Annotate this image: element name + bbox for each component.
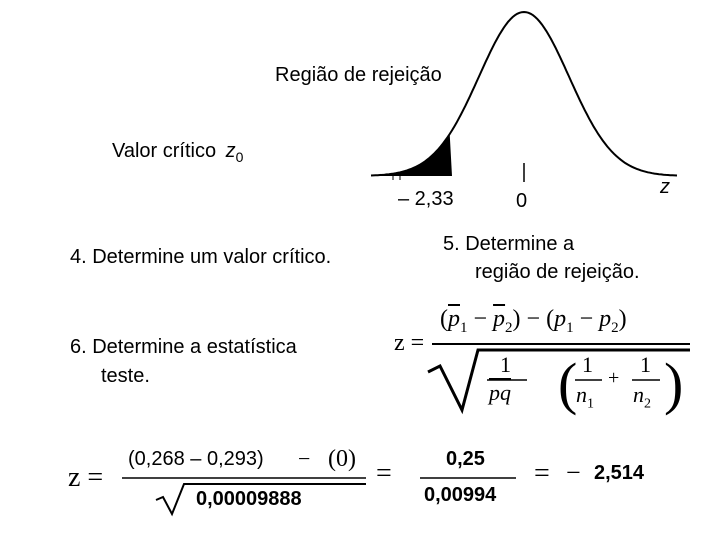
critical-value-label: Valor crítico z0: [112, 140, 243, 165]
critical-value-var: z: [225, 140, 236, 162]
pbar: p: [489, 380, 500, 405]
minus-1: −: [473, 306, 488, 332]
step-5-line-1: 5. Determine a: [443, 233, 575, 255]
step-4-text: 4. Determine um valor crítico.: [70, 246, 332, 268]
computed-numerator-zero: (0): [328, 446, 356, 472]
general-big-paren-right: ): [664, 351, 683, 416]
step-6-line-1: 6. Determine a estatística: [70, 336, 297, 358]
step-5-line-2: região de rejeição.: [475, 261, 640, 283]
p1-sub: 1: [566, 319, 574, 336]
tick-label-zero: 0: [516, 190, 528, 212]
general-big-paren-left: (: [558, 351, 577, 416]
p2-hat-sub: 2: [505, 319, 513, 336]
computed-sqrt-sign: [155, 483, 366, 517]
p2-hat: p: [493, 306, 506, 332]
p1-hat-sub: 1: [460, 319, 468, 336]
paren-open: (: [440, 306, 448, 332]
p1-hat: p: [448, 306, 460, 332]
p2-sub: 2: [611, 319, 619, 336]
general-sqrt-sign: [427, 348, 690, 415]
equals-2: =: [376, 458, 392, 489]
n2-letter: n: [633, 382, 644, 407]
critical-value-sub: 0: [235, 149, 244, 165]
equals-3: =: [534, 458, 550, 489]
rejection-region-label: Região de rejeição: [275, 64, 442, 86]
general-formula-lhs: z =: [394, 330, 425, 356]
n1: n1: [576, 382, 594, 412]
computed-numerator-values: (0,268 – 0,293): [128, 448, 264, 470]
normal-curve: [370, 10, 678, 177]
p2: p: [599, 306, 612, 332]
plus-sign: +: [608, 367, 620, 389]
result-minus: −: [566, 458, 581, 487]
one-numerator-b: 1: [582, 352, 593, 377]
critical-value-text: Valor crítico: [112, 140, 217, 162]
minus-2: −: [526, 306, 541, 332]
paren-close: ): [512, 306, 521, 332]
general-formula-numerator: (p1 − p2) − (p1 − p2): [440, 306, 627, 336]
axis-label-z: z: [660, 176, 670, 198]
computed-numerator-minus: −: [298, 446, 311, 471]
step-6-line-2: teste.: [101, 365, 150, 387]
p1: p: [554, 306, 567, 332]
fraction-2-numerator: 0,25: [446, 448, 485, 470]
fraction-2-denominator: 0,00994: [424, 484, 497, 506]
result-value: 2,514: [594, 462, 645, 484]
pbar-qbar: pq: [489, 380, 511, 406]
n2: n2: [633, 382, 651, 412]
n1-sub: 1: [587, 396, 594, 412]
n2-sub: 2: [644, 396, 651, 412]
rejection-region-shading: [371, 134, 452, 176]
computed-lhs: z =: [68, 462, 104, 493]
qbar: q: [500, 380, 511, 405]
minus-3: −: [579, 306, 594, 332]
computed-denominator: 0,00009888: [196, 488, 302, 510]
one-numerator-c: 1: [640, 352, 651, 377]
one-numerator-a: 1: [500, 352, 511, 377]
n1-letter: n: [576, 382, 587, 407]
tick-label-critical: – 2,33: [398, 188, 454, 210]
